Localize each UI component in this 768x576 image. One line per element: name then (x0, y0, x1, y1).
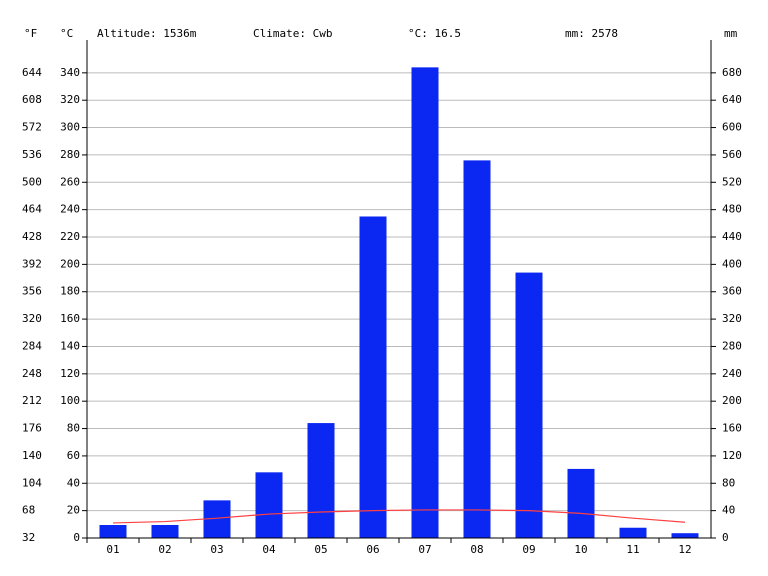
y3-tick-label: 644 (22, 66, 42, 79)
x-tick-label: 07 (418, 543, 431, 556)
x-tick-label: 09 (522, 543, 535, 556)
y3-tick-label: 248 (22, 367, 42, 380)
x-tick-label: 12 (678, 543, 691, 556)
y-tick-label: 120 (60, 367, 80, 380)
bar (359, 216, 387, 538)
x-tick-label: 03 (210, 543, 223, 556)
y-tick-label: 260 (60, 175, 80, 188)
y2-tick-label: 80 (722, 476, 735, 489)
bar (567, 468, 595, 538)
y-tick-label: 160 (60, 312, 80, 325)
y-tick-label: 180 (60, 285, 80, 298)
x-tick-label: 06 (366, 543, 379, 556)
y3-tick-label: 356 (22, 285, 42, 298)
x-tick-label: 01 (106, 543, 119, 556)
y2-tick-label: 480 (722, 203, 742, 216)
bar (255, 472, 283, 538)
annotation: mm: 2578 (565, 27, 618, 40)
y2-tick-label: 560 (722, 148, 742, 161)
y-axis-label: °C (60, 27, 73, 40)
y2-tick-label: 0 (722, 531, 729, 544)
y2-tick-label: 320 (722, 312, 742, 325)
y3-tick-label: 428 (22, 230, 42, 243)
y-tick-label: 340 (60, 66, 80, 79)
y3-tick-label: 212 (22, 394, 42, 407)
y-tick-label: 60 (67, 449, 80, 462)
y2-tick-label: 440 (722, 230, 742, 243)
temperature-line (112, 509, 686, 524)
y2-tick-label: 200 (722, 394, 742, 407)
bar (619, 527, 647, 538)
y-tick-label: 80 (67, 422, 80, 435)
y3-tick-label: 104 (22, 476, 42, 489)
y-tick-label: 280 (60, 148, 80, 161)
y2-tick-label: 520 (722, 175, 742, 188)
y-tick-label: 140 (60, 339, 80, 352)
y2-axis-label: mm (724, 27, 738, 40)
y2-tick-label: 400 (722, 257, 742, 270)
y3-tick-label: 392 (22, 257, 42, 270)
y2-tick-label: 640 (722, 93, 742, 106)
y2-tick-label: 600 (722, 121, 742, 134)
x-tick-label: 10 (574, 543, 587, 556)
x-tick-label: 05 (314, 543, 327, 556)
x-tick-label: 04 (262, 543, 276, 556)
y3-tick-label: 572 (22, 121, 42, 134)
y-tick-label: 220 (60, 230, 80, 243)
y2-tick-label: 360 (722, 285, 742, 298)
y-tick-label: 100 (60, 394, 80, 407)
x-tick-label: 08 (470, 543, 483, 556)
y3-tick-label: 608 (22, 93, 42, 106)
bar (307, 423, 335, 538)
y2-tick-label: 240 (722, 367, 742, 380)
bar (151, 525, 179, 538)
y3-axis-label: °F (24, 27, 37, 40)
y2-tick-label: 280 (722, 339, 742, 352)
bar (463, 160, 491, 538)
y3-tick-label: 68 (22, 504, 35, 517)
y2-tick-label: 160 (722, 422, 742, 435)
annotation: °C: 16.5 (408, 27, 461, 40)
y3-tick-label: 464 (22, 203, 42, 216)
y3-tick-label: 500 (22, 175, 42, 188)
y2-tick-label: 680 (722, 66, 742, 79)
bar (99, 525, 127, 538)
y-tick-label: 200 (60, 257, 80, 270)
y3-tick-label: 284 (22, 339, 42, 352)
y3-tick-label: 140 (22, 449, 42, 462)
y2-tick-label: 40 (722, 504, 735, 517)
y-tick-label: 320 (60, 93, 80, 106)
y3-tick-label: 32 (22, 531, 35, 544)
y3-tick-label: 320 (22, 312, 42, 325)
annotation: Altitude: 1536m (97, 27, 197, 40)
x-tick-label: 02 (158, 543, 171, 556)
x-tick-label: 11 (626, 543, 639, 556)
annotation: Climate: Cwb (253, 27, 332, 40)
y-tick-label: 300 (60, 121, 80, 134)
bar (671, 533, 699, 538)
y-tick-label: 0 (73, 531, 80, 544)
y3-tick-label: 536 (22, 148, 42, 161)
bar (411, 67, 439, 538)
y2-tick-label: 120 (722, 449, 742, 462)
y-tick-label: 20 (67, 504, 80, 517)
bar (515, 272, 543, 538)
y-tick-label: 240 (60, 203, 80, 216)
y3-tick-label: 176 (22, 422, 42, 435)
y-tick-label: 40 (67, 476, 80, 489)
